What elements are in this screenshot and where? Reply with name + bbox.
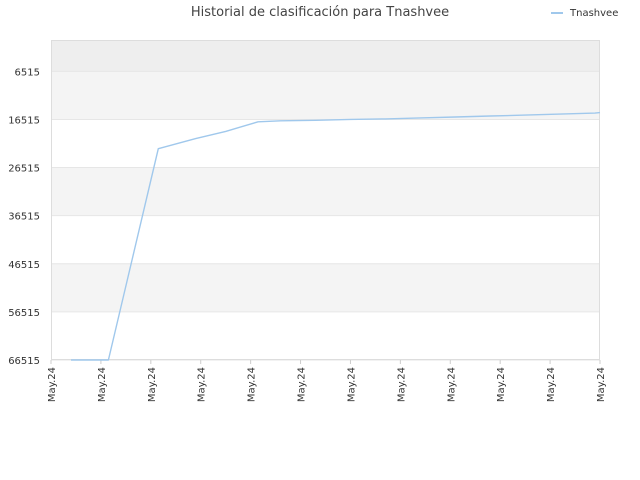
plot-band: [51, 40, 600, 72]
x-tick-label: May.24: [546, 367, 557, 402]
x-tick-label: May.24: [247, 367, 258, 402]
series-line-tnashvee: [71, 111, 601, 361]
y-tick-label: 56515: [8, 308, 40, 319]
y-tick-label: 6515: [15, 67, 40, 78]
x-tick-label: May.24: [596, 367, 607, 402]
x-tick-label: May.24: [197, 367, 208, 402]
x-tick-label: May.24: [297, 367, 308, 402]
legend: Tnashvee: [551, 6, 618, 20]
legend-swatch: [551, 12, 563, 14]
plot-band: [51, 263, 600, 312]
plot-frame: [51, 40, 600, 360]
y-tick-label: 46515: [8, 260, 40, 271]
y-tick-label: 36515: [8, 212, 40, 223]
legend-label-tnashvee: Tnashvee: [570, 7, 619, 19]
x-tick-label: May.24: [446, 367, 457, 402]
grid-lines: [51, 40, 600, 361]
x-axis-ticks: May.24 May.24 May.24 May.24 May.24 May.24 May.…: [47, 360, 607, 402]
x-tick-label: May.24: [97, 367, 108, 402]
chart-title: Historial de clasificación para Tnashvee: [190, 5, 450, 20]
series-lines: [71, 111, 601, 361]
plot-band: [51, 71, 600, 120]
x-tick-label: May.24: [346, 367, 357, 402]
y-tick-label: 26515: [8, 164, 40, 175]
x-tick-label: May.24: [47, 367, 58, 402]
x-tick-label: May.24: [147, 367, 158, 402]
y-tick-label: 66515: [8, 356, 40, 367]
x-tick-label: May.24: [496, 367, 507, 402]
y-tick-label: 16515: [8, 115, 40, 126]
x-tick-label: May.24: [396, 367, 407, 402]
plot-bands: [51, 40, 600, 360]
y-axis-ticks: 6515 16515 26515 36515 46515 56515 66515: [8, 67, 40, 367]
plot-band: [51, 167, 600, 216]
